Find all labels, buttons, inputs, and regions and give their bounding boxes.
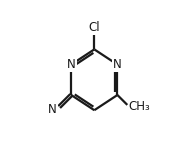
Text: Cl: Cl — [89, 21, 100, 34]
Text: N: N — [113, 58, 122, 71]
Text: N: N — [48, 103, 57, 116]
Text: N: N — [67, 58, 76, 71]
Text: CH₃: CH₃ — [128, 100, 150, 113]
